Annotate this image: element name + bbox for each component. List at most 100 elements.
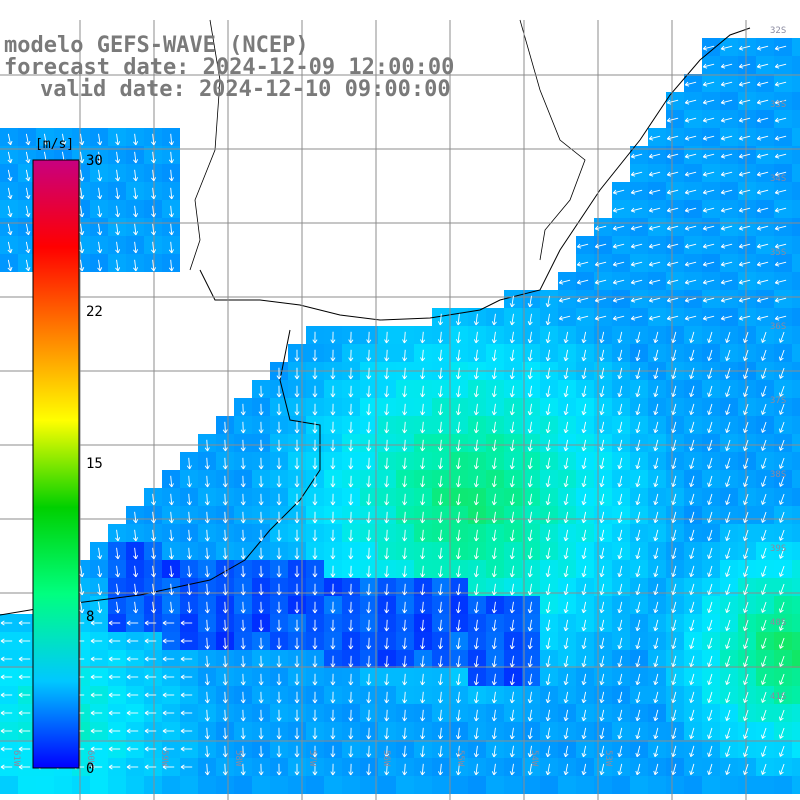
- wind-arrow: [276, 601, 282, 614]
- wind-arrow: [473, 727, 479, 740]
- wind-arrow: [402, 763, 408, 776]
- wind-arrow: [61, 133, 67, 146]
- wind-arrow: [276, 727, 282, 740]
- wind-arrow: [761, 475, 767, 487]
- wind-arrow: [666, 225, 679, 231]
- wind-arrow: [617, 529, 623, 542]
- wind-arrow: [743, 385, 749, 397]
- wind-arrow: [294, 367, 300, 380]
- wind-arrow: [25, 151, 31, 164]
- wind-arrow: [384, 439, 390, 452]
- wind-arrow: [222, 691, 228, 704]
- wind-arrow: [222, 727, 228, 740]
- wind-arrow: [276, 457, 282, 470]
- wind-arrow: [7, 205, 13, 218]
- wind-arrow: [743, 619, 749, 631]
- wind-arrow: [612, 261, 625, 267]
- wind-arrow: [312, 673, 318, 686]
- wind-arrow: [689, 349, 695, 362]
- wind-arrow: [276, 655, 282, 668]
- wind-arrow: [581, 511, 587, 524]
- wind-arrow: [162, 710, 175, 716]
- wind-arrow: [617, 709, 623, 722]
- wind-arrow: [312, 547, 318, 560]
- wind-arrow: [455, 601, 461, 614]
- wind-arrow: [725, 493, 731, 505]
- wind-arrow: [473, 583, 479, 596]
- wind-arrow: [294, 439, 300, 452]
- wind-arrow: [168, 205, 174, 218]
- wind-arrow: [599, 691, 605, 704]
- wind-arrow: [115, 529, 121, 542]
- wind-arrow: [612, 225, 625, 231]
- wind-arrow: [180, 764, 193, 770]
- wind-arrow: [738, 243, 751, 249]
- wind-arrow: [108, 620, 121, 626]
- wind-arrow: [778, 547, 785, 559]
- wind-arrow: [7, 151, 13, 164]
- wind-arrow: [294, 691, 300, 704]
- wind-arrow: [473, 421, 479, 434]
- wind-arrow: [635, 727, 641, 740]
- wind-arrow: [276, 439, 282, 452]
- wind-arrow: [204, 511, 210, 524]
- wind-arrow: [115, 241, 121, 254]
- wind-arrow: [599, 457, 605, 470]
- wind-arrow: [7, 223, 13, 236]
- wind-arrow: [348, 727, 354, 740]
- wind-arrow: [630, 207, 643, 213]
- wind-arrow: [630, 153, 643, 159]
- lon-label: 59W: [159, 750, 169, 767]
- wind-arrow: [635, 763, 641, 776]
- wind-arrow: [527, 313, 533, 326]
- wind-arrow: [151, 565, 157, 578]
- wind-arrow: [756, 279, 769, 285]
- wind-arrow: [666, 315, 679, 321]
- wind-arrow: [581, 691, 587, 704]
- coordinate-labels: 32S 33S 34S 35S 36S 37S 38S 39S 40S 41S 61W 60W 59W 5…: [11, 26, 786, 767]
- wind-arrow: [671, 475, 677, 488]
- wind-arrow: [0, 728, 13, 734]
- wind-arrow: [725, 691, 731, 703]
- wind-arrow: [276, 673, 282, 686]
- wind-arrow: [420, 493, 426, 506]
- wind-arrow: [527, 511, 533, 524]
- wind-arrow: [402, 439, 408, 452]
- wind-arrow: [707, 385, 713, 397]
- wind-arrow: [527, 493, 533, 506]
- wind-arrow: [707, 763, 713, 775]
- wind-arrow: [743, 349, 749, 361]
- wind-arrow: [348, 385, 354, 398]
- wind-arrow: [617, 565, 623, 578]
- wind-arrow: [689, 511, 695, 524]
- wind-arrow: [509, 367, 515, 380]
- wind-arrow: [222, 493, 228, 506]
- wind-arrow: [312, 403, 318, 416]
- colorbar-unit-label: [m/s]: [35, 137, 74, 152]
- wind-arrow: [725, 763, 731, 775]
- wind-arrow: [133, 565, 139, 578]
- wind-arrow: [761, 565, 767, 577]
- wind-arrow: [689, 529, 695, 542]
- wind-arrow: [581, 565, 587, 578]
- wind-arrow: [473, 385, 479, 398]
- wind-arrow: [348, 457, 354, 470]
- wind-arrow: [761, 601, 767, 613]
- wind-arrow: [707, 457, 713, 469]
- wind-arrow: [204, 439, 210, 452]
- wind-arrow: [612, 243, 625, 249]
- wind-arrow: [594, 225, 607, 231]
- wind-arrow: [180, 620, 193, 626]
- wind-arrow: [738, 225, 751, 231]
- wind-arrow: [576, 279, 589, 285]
- wind-arrow: [545, 367, 551, 380]
- wind-arrow: [653, 439, 659, 452]
- lat-label: 41S: [770, 692, 786, 702]
- wind-arrow: [545, 457, 551, 470]
- wind-arrow: [473, 511, 479, 524]
- wind-arrow: [684, 81, 697, 87]
- wind-arrow: [702, 135, 715, 141]
- wind-arrow: [133, 511, 139, 524]
- wind-arrow: [689, 583, 695, 596]
